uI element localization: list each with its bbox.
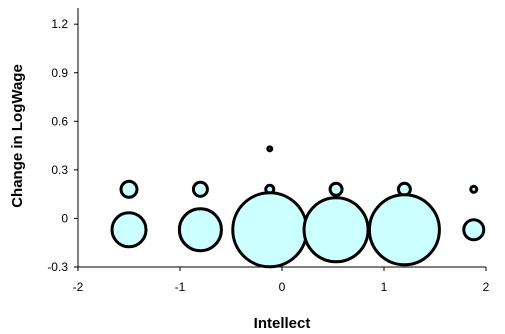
y-tick-label: 1.2 <box>51 17 68 31</box>
data-point <box>266 145 274 153</box>
y-tick-label: 0.6 <box>51 114 68 128</box>
x-tick-label: -2 <box>73 280 84 294</box>
x-tick-label: 0 <box>279 280 286 294</box>
data-point <box>191 180 209 198</box>
data-point <box>462 218 486 242</box>
y-tick-label: 0.9 <box>51 66 68 80</box>
data-point <box>469 184 479 194</box>
data-point <box>177 207 223 253</box>
y-tick-label: 0 <box>61 211 68 225</box>
data-point <box>119 179 139 199</box>
data-point <box>231 191 309 269</box>
data-point <box>302 196 370 264</box>
data-point <box>367 193 441 267</box>
x-axis-title: Intellect <box>254 315 311 332</box>
y-tick-labels: -0.3 0 0.3 0.6 0.9 1.2 <box>47 17 68 274</box>
y-tick-label: 0.3 <box>51 163 68 177</box>
x-tick-labels: -2 -1 0 1 2 <box>73 280 490 294</box>
x-tick-label: 1 <box>381 280 388 294</box>
y-tick-label: -0.3 <box>47 260 68 274</box>
axis-ticks <box>74 23 487 271</box>
y-axis-title: Change in LogWage <box>9 64 26 208</box>
data-points <box>110 145 486 269</box>
x-tick-label: -1 <box>175 280 186 294</box>
data-point <box>110 211 148 249</box>
data-point <box>328 181 344 197</box>
x-tick-label: 2 <box>483 280 490 294</box>
